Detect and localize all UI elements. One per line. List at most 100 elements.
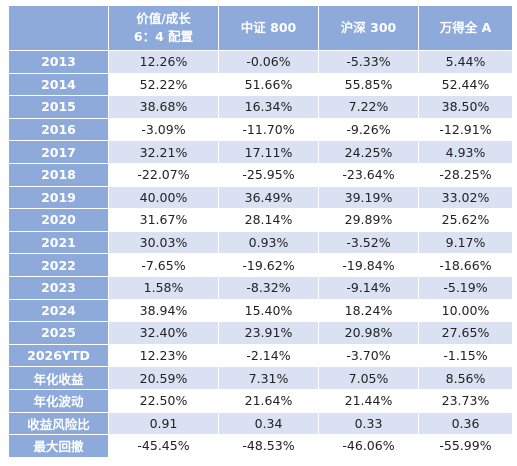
cell: 0.91 <box>108 411 219 436</box>
table-row: 2014 52.22% 51.66% 55.85% 52.44% <box>8 72 513 97</box>
column-header: 中证 800 <box>218 5 319 51</box>
table-row: 2015 38.68% 16.34% 7.22% 38.50% <box>8 95 513 119</box>
cell: -22.07% <box>108 162 219 187</box>
table-row: 收益风险比 0.91 0.34 0.33 0.36 <box>8 411 513 436</box>
table-row: 2020 31.67% 28.14% 29.89% 25.62% <box>8 208 513 232</box>
header-row: 价值/成长 6：4 配置 中证 800 沪深 300 万得全 A <box>8 5 513 51</box>
cell: 52.44% <box>418 72 513 97</box>
cell: 17.11% <box>218 140 319 164</box>
table-row: 2013 12.26% -0.06% -5.33% 5.44% <box>8 50 513 74</box>
cell: 24.25% <box>318 140 419 164</box>
table-row: 2018 -22.07% -25.95% -23.64% -28.25% <box>8 162 513 187</box>
cell: 52.22% <box>108 72 219 97</box>
cell: 51.66% <box>218 72 319 97</box>
row-label: 年化波动 <box>8 388 109 413</box>
cell: -45.45% <box>108 434 219 458</box>
cell: 22.50% <box>108 388 219 413</box>
cell: -9.26% <box>318 117 419 142</box>
cell: -3.09% <box>108 117 219 142</box>
cell: 29.89% <box>318 208 419 232</box>
cell: 23.91% <box>218 321 319 345</box>
cell: -9.14% <box>318 275 419 300</box>
cell: 15.40% <box>218 298 319 323</box>
cell: 8.56% <box>418 366 513 390</box>
cell: -5.19% <box>418 275 513 300</box>
table-row: 2025 32.40% 23.91% 20.98% 27.65% <box>8 321 513 345</box>
row-label: 2015 <box>8 95 109 119</box>
table-row: 2026YTD 12.23% -2.14% -3.70% -1.15% <box>8 343 513 368</box>
cell: 40.00% <box>108 185 219 210</box>
cell: 0.34 <box>218 411 319 436</box>
cell: 31.67% <box>108 208 219 232</box>
table-row: 2017 32.21% 17.11% 24.25% 4.93% <box>8 140 513 164</box>
cell: 18.24% <box>318 298 419 323</box>
cell: -1.15% <box>418 343 513 368</box>
cell: 0.36 <box>418 411 513 436</box>
cell: 12.23% <box>108 343 219 368</box>
cell: 32.40% <box>108 321 219 345</box>
cell: -28.25% <box>418 162 513 187</box>
cell: -2.14% <box>218 343 319 368</box>
cell: -46.06% <box>318 434 419 458</box>
table-row: 2022 -7.65% -19.62% -19.84% -18.66% <box>8 253 513 277</box>
row-label: 2016 <box>8 117 109 142</box>
cell: 38.94% <box>108 298 219 323</box>
column-header: 沪深 300 <box>318 5 419 51</box>
row-label: 最大回撤 <box>8 434 109 458</box>
table-row: 2024 38.94% 15.40% 18.24% 10.00% <box>8 298 513 323</box>
row-label: 2024 <box>8 298 109 323</box>
cell: 39.19% <box>318 185 419 210</box>
cell: 9.17% <box>418 230 513 255</box>
cell: 38.50% <box>418 95 513 119</box>
header-corner <box>8 5 109 51</box>
cell: -23.64% <box>318 162 419 187</box>
cell: 0.93% <box>218 230 319 255</box>
table-row: 年化波动 22.50% 21.64% 21.44% 23.73% <box>8 388 513 413</box>
cell: -55.99% <box>418 434 513 458</box>
row-label: 2019 <box>8 185 109 210</box>
cell: 23.73% <box>418 388 513 413</box>
cell: 55.85% <box>318 72 419 97</box>
row-label: 2017 <box>8 140 109 164</box>
row-label: 收益风险比 <box>8 411 109 436</box>
column-header: 价值/成长 6：4 配置 <box>108 5 219 51</box>
cell: 7.31% <box>218 366 319 390</box>
column-header: 万得全 A <box>418 5 513 51</box>
cell: -12.91% <box>418 117 513 142</box>
cell: -0.06% <box>218 50 319 74</box>
row-label: 2014 <box>8 72 109 97</box>
cell: 38.68% <box>108 95 219 119</box>
cell: -7.65% <box>108 253 219 277</box>
row-label: 2013 <box>8 50 109 74</box>
row-label: 2025 <box>8 321 109 345</box>
row-label: 2026YTD <box>8 343 109 368</box>
row-label: 2020 <box>8 208 109 232</box>
row-label: 2023 <box>8 275 109 300</box>
cell: 30.03% <box>108 230 219 255</box>
cell: -5.33% <box>318 50 419 74</box>
row-label: 年化收益 <box>8 366 109 390</box>
cell: 28.14% <box>218 208 319 232</box>
data-table: 价值/成长 6：4 配置 中证 800 沪深 300 万得全 A 2013 12.26% -… <box>8 5 513 458</box>
table-row: 2019 40.00% 36.49% 39.19% 33.02% <box>8 185 513 210</box>
cell: -3.52% <box>318 230 419 255</box>
cell: -48.53% <box>218 434 319 458</box>
cell: 16.34% <box>218 95 319 119</box>
header-line: 价值/成长 <box>136 11 191 26</box>
row-label: 2022 <box>8 253 109 277</box>
cell: 20.59% <box>108 366 219 390</box>
cell: 7.22% <box>318 95 419 119</box>
table-row: 年化收益 20.59% 7.31% 7.05% 8.56% <box>8 366 513 390</box>
cell: -8.32% <box>218 275 319 300</box>
table-row: 2021 30.03% 0.93% -3.52% 9.17% <box>8 230 513 255</box>
cell: 1.58% <box>108 275 219 300</box>
table-row: 2016 -3.09% -11.70% -9.26% -12.91% <box>8 117 513 142</box>
cell: 5.44% <box>418 50 513 74</box>
cell: 21.64% <box>218 388 319 413</box>
cell: 12.26% <box>108 50 219 74</box>
table-body: 2013 12.26% -0.06% -5.33% 5.44% 2014 52.22% 51.… <box>8 50 513 458</box>
cell: 21.44% <box>318 388 419 413</box>
cell: 32.21% <box>108 140 219 164</box>
cell: 4.93% <box>418 140 513 164</box>
cell: 20.98% <box>318 321 419 345</box>
